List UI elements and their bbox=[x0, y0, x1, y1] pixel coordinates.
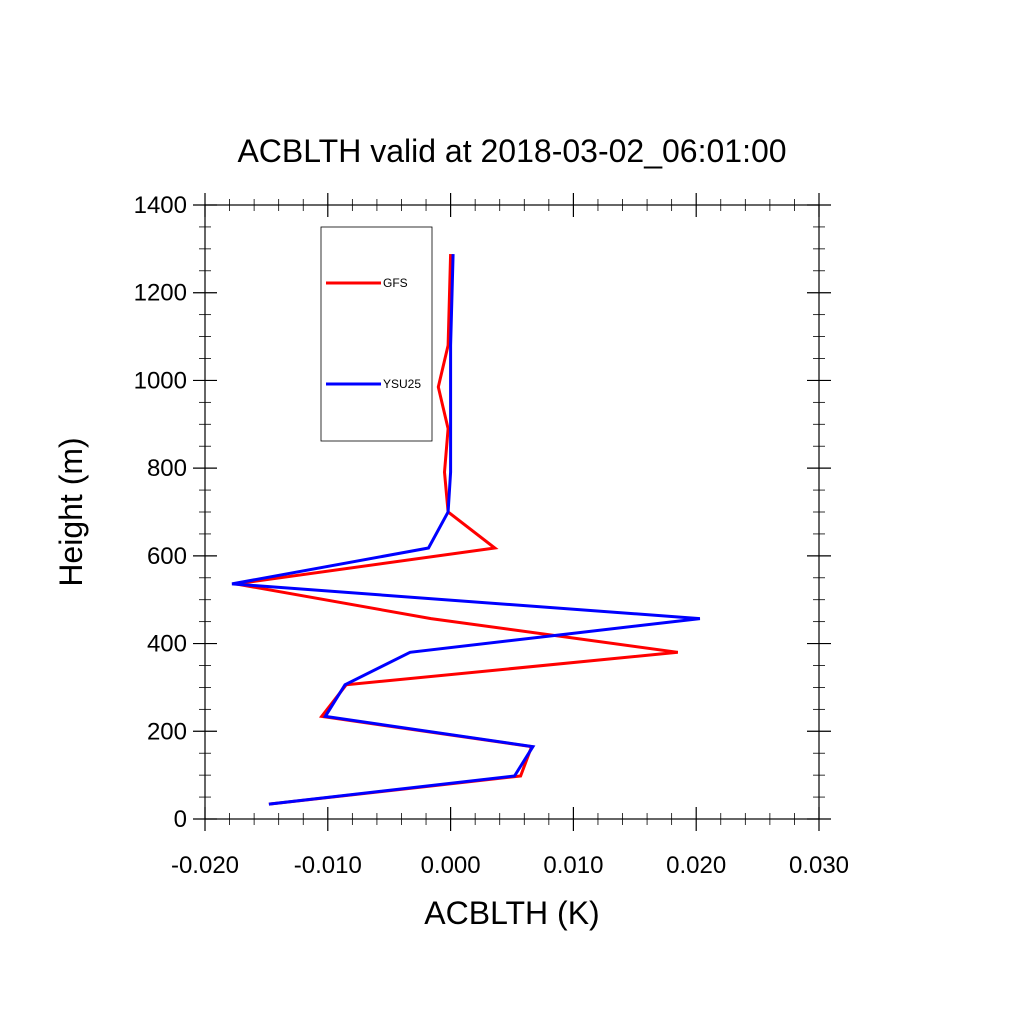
y-tick-label: 400 bbox=[147, 631, 187, 658]
x-tick-label: -0.020 bbox=[171, 852, 239, 879]
major-ticks bbox=[193, 193, 831, 831]
y-tick-label: 1200 bbox=[134, 280, 187, 307]
x-tick-label: 0.000 bbox=[421, 852, 481, 879]
series-lines bbox=[231, 254, 701, 806]
legend-box bbox=[320, 226, 433, 442]
x-tick-label: 0.020 bbox=[666, 852, 726, 879]
x-tick-labels: -0.020 -0.010 0.000 0.010 0.020 0.030 bbox=[171, 852, 849, 879]
y-tick-label: 0 bbox=[174, 806, 187, 833]
y-tick-label: 800 bbox=[147, 455, 187, 482]
series-line-ysu25 bbox=[231, 254, 701, 806]
y-tick-label: 600 bbox=[147, 543, 187, 570]
legend-label-gfs: GFS bbox=[383, 276, 408, 290]
x-tick-label: 0.010 bbox=[543, 852, 603, 879]
y-tick-label: 1400 bbox=[134, 192, 187, 219]
x-tick-label: -0.010 bbox=[294, 852, 362, 879]
plot-frame bbox=[204, 204, 820, 820]
x-axis-label: ACBLTH (K) bbox=[424, 895, 599, 931]
series-line-gfs bbox=[235, 254, 679, 806]
legend: GFS YSU25 bbox=[320, 226, 433, 442]
y-axis-label: Height (m) bbox=[53, 437, 89, 586]
x-tick-label: 0.030 bbox=[789, 852, 849, 879]
chart-title: ACBLTH valid at 2018-03-02_06:01:00 bbox=[237, 133, 786, 169]
minor-ticks bbox=[199, 199, 825, 825]
y-tick-label: 1000 bbox=[134, 367, 187, 394]
y-tick-label: 200 bbox=[147, 718, 187, 745]
legend-label-ysu25: YSU25 bbox=[383, 377, 421, 391]
y-tick-labels: 0 200 400 600 800 1000 1200 1400 bbox=[134, 192, 187, 833]
